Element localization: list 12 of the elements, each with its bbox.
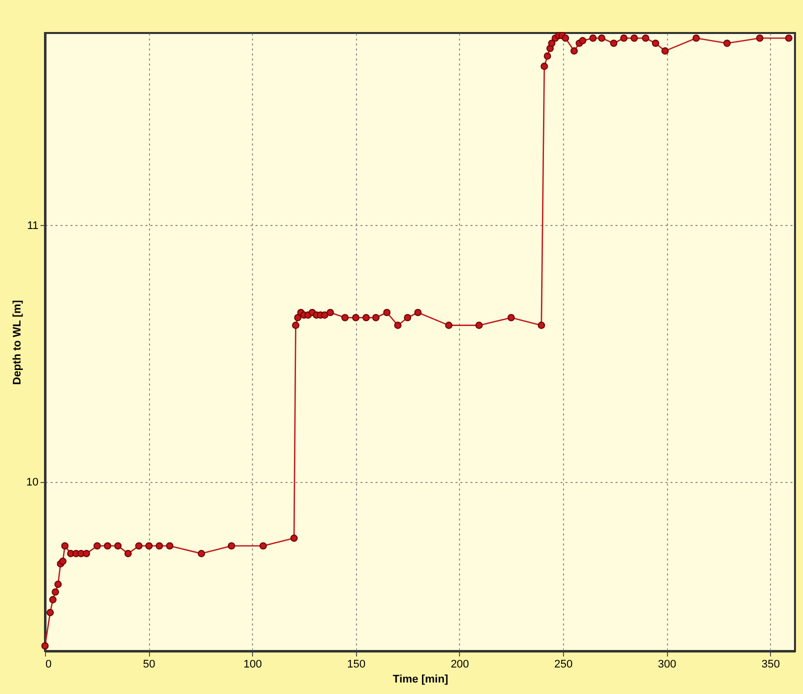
x-tick-label: 100: [244, 658, 262, 670]
x-tick-label: 300: [658, 658, 676, 670]
x-tick-label: 200: [450, 658, 470, 670]
x-tick-label: 350: [761, 658, 780, 670]
x-axis-title: Time [min]: [392, 674, 449, 686]
x-tick-label: 250: [554, 658, 573, 670]
y-tick-label: 10: [26, 476, 38, 488]
x-tick-label: 0: [46, 658, 52, 670]
x-tick-label: 50: [142, 658, 156, 670]
y-tick-label: 11: [27, 220, 38, 232]
y-axis-title: Depth to WL [m]: [11, 300, 24, 385]
x-tick-label: 150: [347, 658, 366, 670]
